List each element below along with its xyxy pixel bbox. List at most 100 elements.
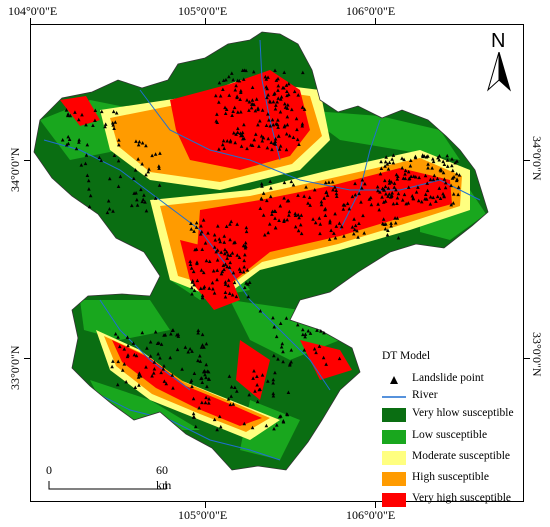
legend-label: High susceptible	[412, 471, 489, 483]
landslide-point-marker	[389, 221, 393, 225]
landslide-point-marker	[219, 271, 224, 276]
landslide-point-marker	[391, 153, 396, 157]
landslide-point-marker	[282, 180, 287, 185]
landslide-point-marker	[282, 86, 286, 90]
landslide-point-marker	[383, 178, 387, 183]
landslide-point-marker	[278, 321, 283, 325]
landslide-point-marker	[224, 249, 229, 254]
landslide-point-marker	[431, 177, 436, 182]
landslide-point-marker	[391, 160, 396, 165]
landslide-point-marker	[186, 349, 191, 354]
landslide-point-marker	[138, 374, 143, 378]
landslide-point-marker	[376, 188, 380, 193]
landslide-point-marker	[454, 178, 459, 183]
landslide-point-marker	[229, 385, 234, 389]
landslide-point-marker	[235, 222, 239, 226]
landslide-point-marker	[103, 124, 107, 129]
landslide-point-marker	[451, 192, 456, 196]
landslide-point-marker	[200, 332, 205, 337]
tick-right-34	[524, 160, 530, 161]
landslide-point-marker	[137, 139, 142, 144]
landslide-point-marker	[244, 225, 249, 230]
landslide-point-marker	[227, 74, 231, 79]
landslide-point-marker	[284, 147, 289, 152]
landslide-point-marker	[239, 88, 243, 93]
landslide-point-marker	[403, 172, 407, 176]
landslide-point-marker	[396, 191, 401, 196]
landslide-point-marker	[276, 76, 280, 81]
landslide-point-marker	[284, 83, 289, 87]
landslide-point-marker	[312, 187, 317, 192]
landslide-point-marker	[278, 144, 283, 148]
top-label-105e: 105°0'0"E	[178, 4, 228, 18]
landslide-point-marker	[412, 174, 416, 178]
landslide-point-marker	[204, 341, 209, 346]
landslide-point-marker	[219, 250, 223, 254]
scale-line	[48, 481, 167, 490]
scale-start-label: 0	[46, 463, 52, 477]
landslide-point-marker	[282, 218, 287, 222]
landslide-point-marker	[271, 99, 276, 104]
landslide-point-marker	[243, 285, 247, 290]
legend-label: Very high susceptible	[412, 492, 512, 504]
landslide-point-marker	[387, 192, 392, 196]
landslide-point-marker	[268, 123, 272, 128]
landslide-point-marker	[126, 343, 130, 348]
landslide-point-marker	[200, 380, 205, 385]
landslide-point-marker	[113, 331, 118, 336]
north-arrow: N	[484, 30, 514, 92]
landslide-point-marker	[225, 264, 229, 269]
landslide-point-marker	[215, 258, 220, 262]
triangle-icon	[390, 376, 398, 384]
landslide-point-marker	[227, 93, 232, 97]
landslide-point-marker	[252, 102, 256, 107]
landslide-point-marker	[235, 130, 240, 134]
landslide-point-marker	[243, 252, 247, 257]
landslide-point-marker	[197, 405, 201, 410]
landslide-point-marker	[337, 221, 342, 225]
landslide-point-marker	[203, 241, 208, 245]
landslide-point-marker	[230, 71, 234, 75]
landslide-point-marker	[136, 142, 141, 147]
landslide-point-marker	[258, 206, 263, 210]
legend-item-low: Low susceptible	[382, 429, 532, 445]
landslide-point-marker	[291, 183, 296, 187]
landslide-point-marker	[231, 77, 235, 82]
landslide-point-marker	[221, 87, 225, 91]
landslide-point-marker	[122, 362, 127, 366]
landslide-point-marker	[303, 334, 307, 339]
landslide-point-marker	[277, 147, 282, 151]
landslide-point-marker	[200, 295, 205, 300]
landslide-point-marker	[150, 374, 154, 378]
landslide-point-marker	[271, 393, 276, 398]
landslide-point-marker	[333, 235, 338, 240]
landslide-point-marker	[223, 280, 228, 284]
landslide-point-marker	[285, 122, 290, 127]
landslide-point-marker	[386, 194, 390, 198]
landslide-point-marker	[271, 377, 276, 382]
landslide-point-marker	[238, 97, 242, 101]
landslide-point-marker	[228, 260, 232, 265]
landslide-point-marker	[323, 213, 328, 218]
landslide-point-marker	[233, 87, 238, 92]
landslide-point-marker	[337, 356, 342, 361]
landslide-point-marker	[223, 247, 227, 252]
landslide-point-marker	[148, 354, 153, 358]
landslide-point-marker	[233, 140, 238, 145]
landslide-point-marker	[214, 93, 218, 98]
landslide-point-marker	[269, 140, 274, 144]
landslide-point-marker	[222, 251, 227, 256]
landslide-point-marker	[451, 168, 455, 173]
landslide-point-marker	[206, 401, 211, 405]
landslide-point-marker	[198, 359, 203, 363]
landslide-point-marker	[271, 122, 276, 127]
landslide-point-marker	[290, 107, 294, 112]
landslide-point-marker	[286, 81, 291, 86]
map-frame	[30, 24, 524, 502]
landslide-point-marker	[383, 199, 388, 203]
landslide-point-marker	[247, 392, 251, 397]
landslide-point-marker	[214, 249, 219, 254]
landslide-point-marker	[143, 200, 147, 204]
